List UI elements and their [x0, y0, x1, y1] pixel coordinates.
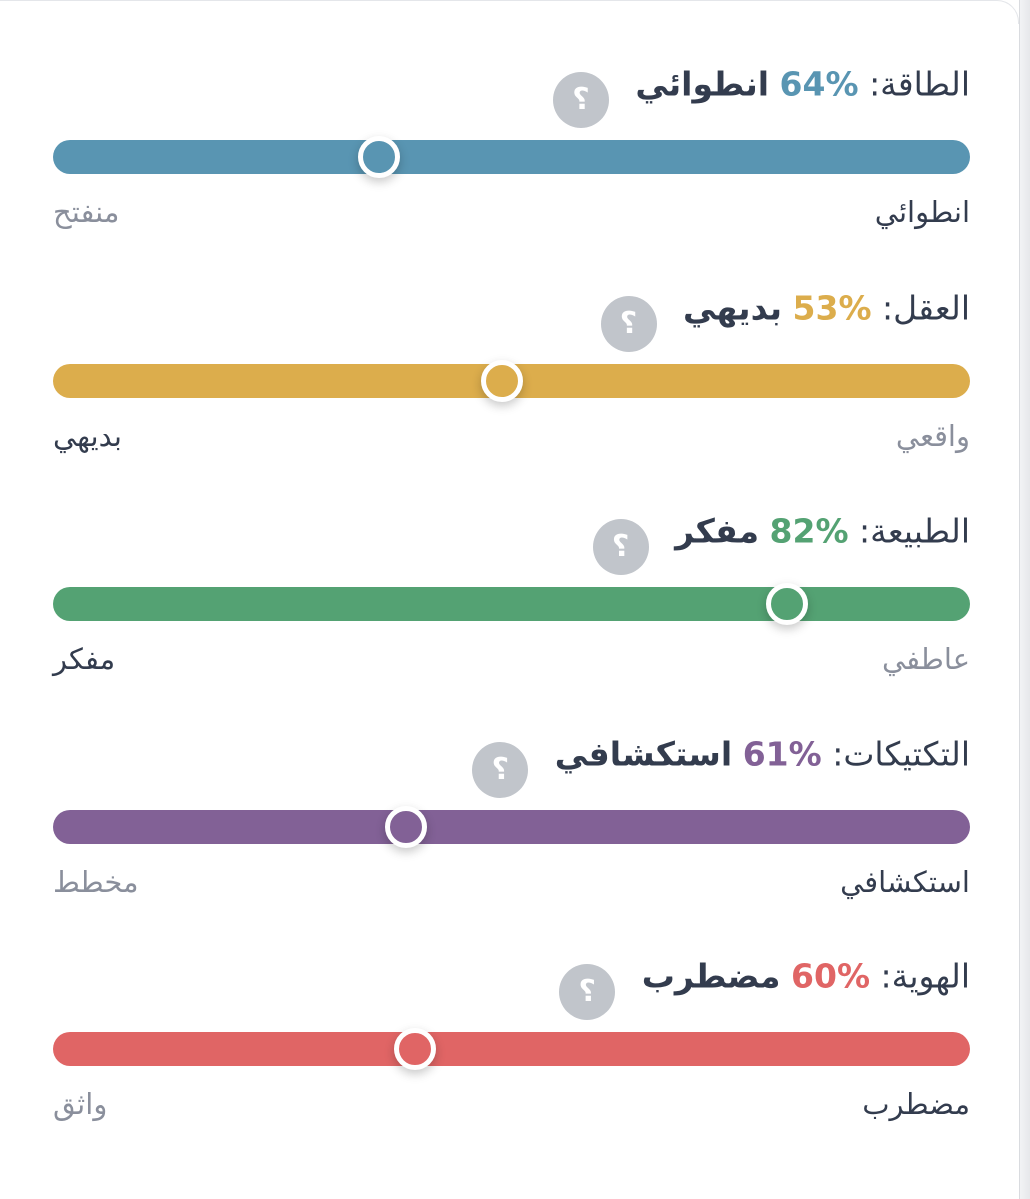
help-icon[interactable]: ؟ — [592, 519, 649, 575]
trait-label: العقل: — [882, 288, 970, 328]
scroll-edge — [1019, 0, 1030, 1199]
trait-percent: %82 — [769, 511, 849, 551]
trait-slider-thumb[interactable] — [481, 360, 524, 402]
card-border — [0, 0, 1019, 24]
trait-result: مفكر — [675, 511, 760, 551]
trait-slider-track[interactable] — [53, 136, 970, 178]
trait-slider-thumb[interactable] — [357, 136, 400, 178]
trait-tactics: التكتيكات: %61 استكشافي ؟ استكشافي مخطط — [53, 728, 970, 928]
pole-right-label: عاطفي — [881, 642, 970, 676]
trait-slider-track[interactable] — [53, 1028, 970, 1070]
help-icon[interactable]: ؟ — [472, 742, 529, 798]
trait-percent: %64 — [779, 64, 859, 104]
trait-label: الطاقة: — [869, 64, 970, 104]
trait-title: الهوية: %60 مضطرب ؟ — [559, 950, 970, 1020]
trait-nature: الطبيعة: %82 مفكر ؟ عاطفي مفكر — [53, 505, 970, 705]
help-icon[interactable]: ؟ — [552, 72, 609, 128]
trait-result: مضطرب — [641, 956, 781, 996]
trait-mind: العقل: %53 بديهي ؟ واقعي بديهي — [53, 282, 970, 482]
trait-result: انطوائي — [635, 64, 770, 104]
trait-energy: الطاقة: %64 انطوائي ؟ انطوائي منفتح — [53, 58, 970, 258]
trait-slider-track[interactable] — [53, 360, 970, 402]
pole-left-label: مخطط — [53, 865, 139, 899]
trait-label: الهوية: — [880, 956, 970, 996]
pole-left-label: بديهي — [53, 419, 122, 453]
trait-slider-thumb[interactable] — [385, 806, 428, 848]
trait-label: الطبيعة: — [859, 511, 970, 551]
trait-title: الطبيعة: %82 مفكر ؟ — [592, 505, 970, 575]
pole-left-label: واثق — [53, 1087, 108, 1121]
trait-title: التكتيكات: %61 استكشافي ؟ — [472, 728, 970, 798]
trait-result: استكشافي — [554, 734, 733, 774]
pole-right-label: انطوائي — [874, 195, 970, 229]
trait-result: بديهي — [683, 288, 783, 328]
trait-percent: %53 — [792, 288, 872, 328]
help-icon[interactable]: ؟ — [600, 296, 657, 352]
pole-right-label: واقعي — [895, 419, 970, 453]
pole-left-label: مفكر — [53, 642, 116, 676]
trait-slider-track[interactable] — [53, 583, 970, 625]
pole-right-label: مضطرب — [862, 1087, 970, 1121]
trait-label: التكتيكات: — [832, 734, 970, 774]
trait-slider-track[interactable] — [53, 806, 970, 848]
pole-right-label: استكشافي — [840, 865, 970, 899]
trait-percent: %60 — [791, 956, 871, 996]
trait-slider-thumb[interactable] — [765, 583, 808, 625]
trait-slider-thumb[interactable] — [394, 1028, 437, 1070]
trait-title: الطاقة: %64 انطوائي ؟ — [552, 58, 970, 128]
trait-identity: الهوية: %60 مضطرب ؟ مضطرب واثق — [53, 950, 970, 1150]
trait-percent: %61 — [742, 734, 822, 774]
help-icon[interactable]: ؟ — [559, 964, 616, 1020]
pole-left-label: منفتح — [53, 195, 120, 229]
trait-title: العقل: %53 بديهي ؟ — [600, 282, 970, 352]
